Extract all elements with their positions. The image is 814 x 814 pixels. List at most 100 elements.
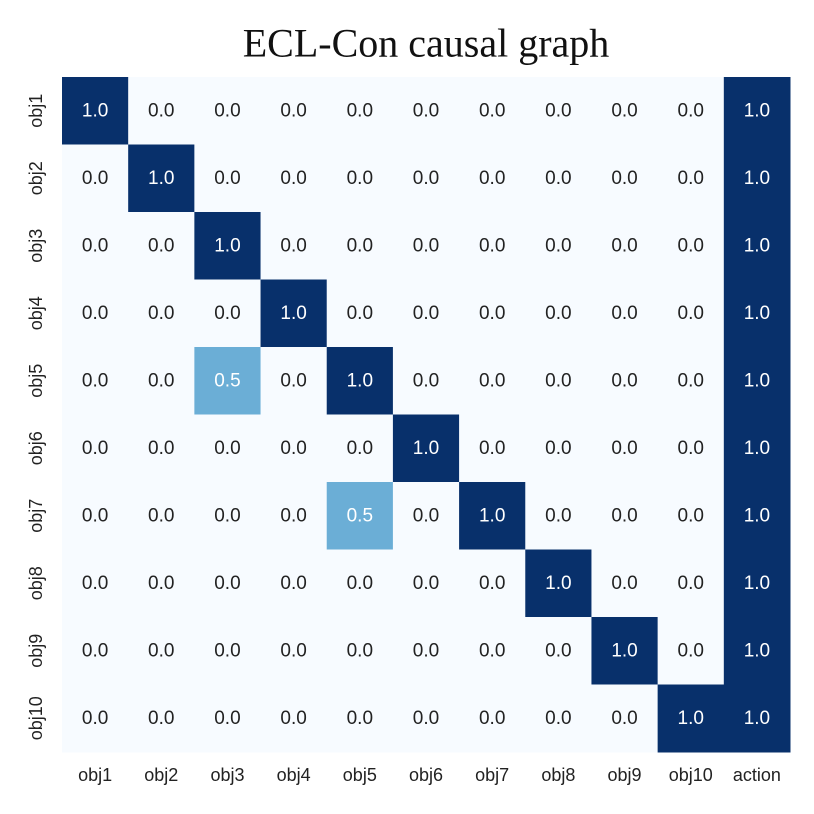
cell-label: 0.0 xyxy=(148,640,174,661)
heatmap-cell xyxy=(591,347,659,415)
cell-label: 0.0 xyxy=(280,438,306,459)
heatmap-cell xyxy=(591,617,659,685)
cell-label: 0.0 xyxy=(82,640,108,661)
heatmap-cell xyxy=(459,144,526,213)
heatmap-cell xyxy=(392,617,460,685)
heatmap-cell xyxy=(194,549,262,618)
cell-label: 0.0 xyxy=(280,573,306,594)
y-tick-label: obj4 xyxy=(26,296,46,330)
cell-label: 0.0 xyxy=(148,438,174,459)
heatmap-cell xyxy=(459,279,526,348)
heatmap-cell xyxy=(62,279,129,348)
cell-label: 0.0 xyxy=(214,708,240,729)
cell-label: 0.0 xyxy=(479,438,505,459)
cell-label: 0.0 xyxy=(678,573,704,594)
heatmap-cell xyxy=(591,279,659,348)
heatmap-cell xyxy=(128,77,195,145)
x-tick-label: action xyxy=(733,765,781,785)
x-tick-label: obj5 xyxy=(343,765,377,785)
heatmap-cell xyxy=(128,414,195,483)
heatmap-cell xyxy=(128,684,195,753)
cell-label: 0.0 xyxy=(82,370,108,391)
heatmap-cell xyxy=(194,212,262,280)
x-tick-label: obj1 xyxy=(78,765,112,785)
cell-label: 0.0 xyxy=(280,505,306,526)
heatmap-cell xyxy=(392,482,460,550)
cell-label: 0.0 xyxy=(280,168,306,189)
cell-label: 0.0 xyxy=(545,505,571,526)
cell-label: 0.0 xyxy=(347,438,373,459)
cell-label: 0.0 xyxy=(479,168,505,189)
heatmap-cell xyxy=(525,482,592,550)
x-tick-label: obj2 xyxy=(144,765,178,785)
heatmap-cell xyxy=(525,549,592,618)
heatmap-cell xyxy=(326,414,394,483)
cell-label: 0.0 xyxy=(611,100,637,121)
heatmap-cell xyxy=(62,617,129,685)
cell-label: 0.0 xyxy=(148,505,174,526)
heatmap-cell xyxy=(62,482,129,550)
heatmap-cell xyxy=(326,347,394,415)
cell-label: 0.0 xyxy=(280,100,306,121)
heatmap-cell xyxy=(525,684,592,753)
heatmap-cell xyxy=(657,77,725,145)
heatmap-cell xyxy=(260,77,328,145)
cell-label: 0.0 xyxy=(214,100,240,121)
cell-label: 1.0 xyxy=(744,100,770,121)
cell-label: 0.0 xyxy=(479,640,505,661)
heatmap-cell xyxy=(723,77,791,145)
heatmap-cell xyxy=(657,144,725,213)
cell-label: 1.0 xyxy=(611,640,637,661)
cell-label: 1.0 xyxy=(744,370,770,391)
y-tick-label: obj6 xyxy=(26,431,46,465)
heatmap-cell xyxy=(459,549,526,618)
heatmap-cell xyxy=(657,212,725,280)
cell-label: 0.0 xyxy=(347,168,373,189)
heatmap-cell xyxy=(591,414,659,483)
heatmap-cell xyxy=(62,347,129,415)
heatmap-cell xyxy=(326,617,394,685)
heatmap-cell xyxy=(723,684,791,753)
y-tick-label: obj10 xyxy=(26,696,46,740)
heatmap-cell xyxy=(260,347,328,415)
cell-label: 0.0 xyxy=(611,708,637,729)
cell-label: 0.0 xyxy=(347,640,373,661)
heatmap-cell xyxy=(657,549,725,618)
cell-label: 0.0 xyxy=(413,505,439,526)
cell-label: 1.0 xyxy=(744,640,770,661)
cell-label: 0.0 xyxy=(479,235,505,256)
cell-label: 1.0 xyxy=(744,708,770,729)
heatmap-cell xyxy=(194,414,262,483)
cell-label: 0.0 xyxy=(280,370,306,391)
heatmap-cell xyxy=(194,482,262,550)
cell-label: 0.0 xyxy=(82,708,108,729)
heatmap-cell xyxy=(392,77,460,145)
cell-label: 0.0 xyxy=(347,573,373,594)
y-tick-label: obj2 xyxy=(26,161,46,195)
heatmap-cell xyxy=(525,212,592,280)
heatmap-cell xyxy=(591,77,659,145)
heatmap-cell xyxy=(723,279,791,348)
cell-label: 0.0 xyxy=(82,168,108,189)
cell-label: 0.0 xyxy=(82,303,108,324)
heatmap-cell xyxy=(723,212,791,280)
cell-label: 0.0 xyxy=(545,100,571,121)
cell-label: 0.0 xyxy=(413,573,439,594)
cell-label: 0.0 xyxy=(611,168,637,189)
heatmap-cell xyxy=(525,617,592,685)
cell-label: 0.0 xyxy=(413,235,439,256)
heatmap-cell xyxy=(128,549,195,618)
cell-label: 0.0 xyxy=(148,235,174,256)
heatmap-cell xyxy=(459,414,526,483)
heatmap-cell xyxy=(657,482,725,550)
x-tick-label: obj4 xyxy=(277,765,311,785)
cell-label: 0.0 xyxy=(611,438,637,459)
heatmap-cell xyxy=(260,279,328,348)
heatmap-cell xyxy=(723,617,791,685)
heatmap-cell xyxy=(723,347,791,415)
heatmap-cell xyxy=(194,347,262,415)
cell-label: 0.0 xyxy=(479,303,505,324)
cell-label: 1.0 xyxy=(413,438,439,459)
heatmap-cell xyxy=(657,684,725,753)
heatmap-cell xyxy=(591,212,659,280)
